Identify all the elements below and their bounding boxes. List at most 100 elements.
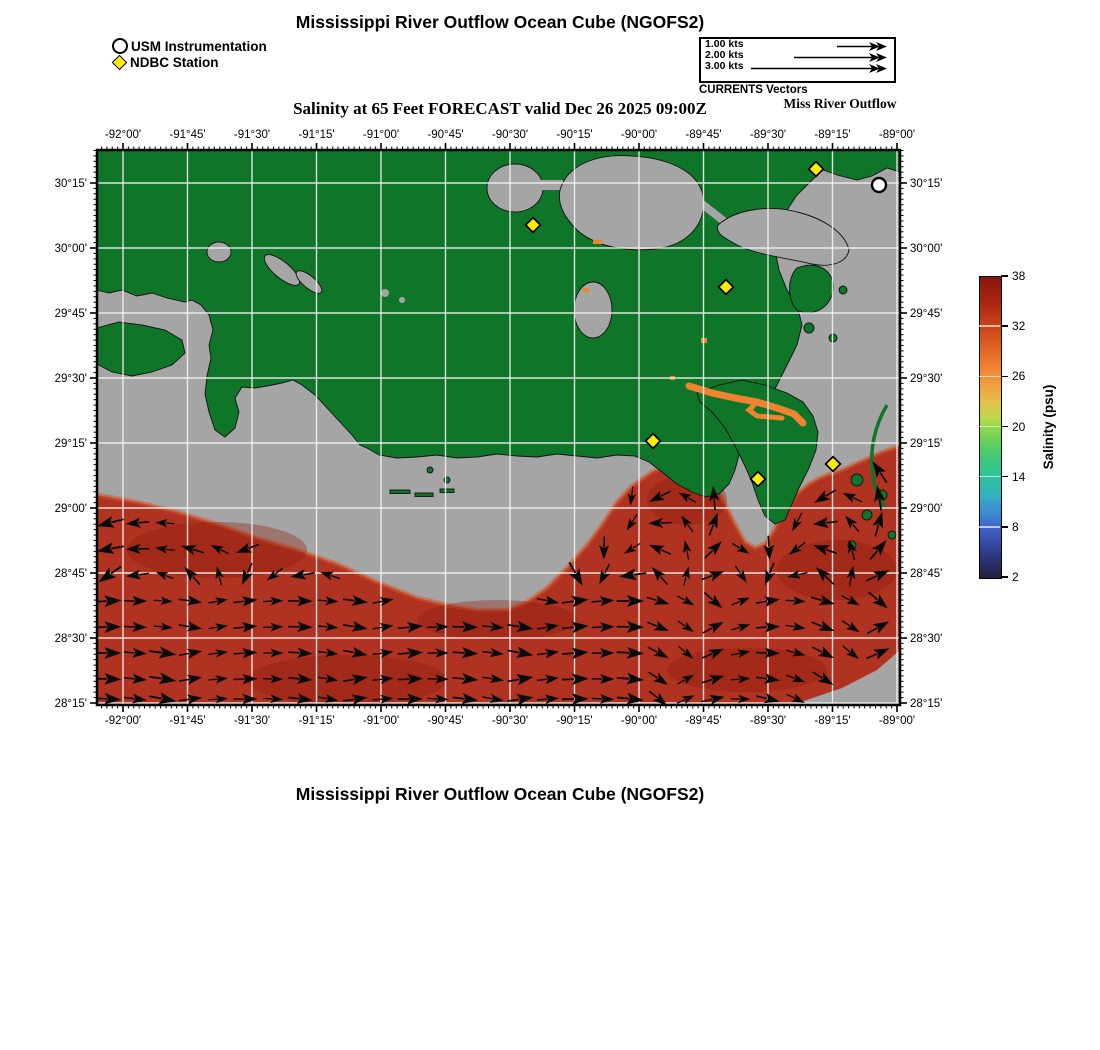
currents-scale-arrow — [837, 42, 887, 51]
current-vector-arrow — [507, 674, 534, 686]
marsh-islet — [803, 322, 815, 334]
current-vector-arrow — [649, 490, 671, 502]
current-vector-arrow — [427, 694, 449, 704]
current-vector-arrow — [866, 570, 890, 582]
current-vector-arrow — [233, 693, 258, 705]
current-vector-arrow — [678, 492, 697, 503]
current-vector-arrow — [317, 648, 339, 657]
y-tick-label: 30°00' — [55, 243, 87, 255]
land-layer — [97, 150, 900, 550]
pond — [381, 289, 389, 297]
x-tick-label: -90°45' — [427, 129, 463, 141]
salinity-texture — [417, 600, 577, 640]
current-vector-arrow — [785, 647, 806, 657]
barrier-island — [389, 489, 411, 494]
current-vector-arrow — [97, 542, 124, 555]
current-vector-arrow — [786, 693, 805, 703]
current-vector-arrow — [153, 596, 173, 605]
current-vector-arrow — [561, 647, 589, 660]
y-tick-label: 28°45' — [910, 568, 942, 580]
y-tick-label: 28°30' — [55, 633, 87, 645]
current-vector-arrow — [97, 692, 122, 705]
current-vectors-layer — [97, 461, 890, 705]
current-vector-arrow — [755, 621, 781, 633]
current-vector-arrow — [149, 646, 177, 659]
x-tick-label: -89°00' — [879, 715, 915, 727]
current-vector-arrow — [397, 693, 424, 705]
small-lake — [295, 270, 323, 294]
current-vector-arrow — [97, 621, 122, 633]
current-vector-arrow — [648, 690, 668, 705]
current-vector-arrow — [627, 486, 637, 506]
current-vector-arrow — [810, 594, 835, 606]
current-vector-arrow — [599, 536, 610, 560]
current-vector-arrow — [263, 694, 284, 704]
current-vector-arrow — [482, 673, 504, 684]
rigolets-channel — [694, 196, 728, 226]
current-vector-arrow — [561, 621, 589, 634]
y-tick-label: 30°15' — [55, 178, 87, 190]
current-vector-arrow — [616, 595, 645, 607]
colorbar-tick — [1001, 325, 1008, 327]
current-vector-arrow — [208, 695, 228, 704]
current-vector-arrow — [788, 541, 806, 555]
salinity-field — [97, 446, 900, 705]
x-tick-label: -89°00' — [879, 129, 915, 141]
current-vector-arrow — [755, 673, 780, 684]
current-vector-arrow — [155, 545, 175, 554]
y-tick-label: 29°00' — [55, 503, 87, 515]
legend-label-usm: USM Instrumentation — [131, 38, 267, 54]
current-vector-arrow — [846, 565, 856, 587]
current-vector-arrow — [848, 539, 857, 561]
colorbar-tick-label: 8 — [1012, 519, 1019, 534]
current-vector-arrow — [676, 595, 695, 606]
current-vector-arrow — [785, 673, 806, 683]
colorbar-separator — [979, 375, 1000, 378]
ndbc-station-marker — [524, 216, 542, 234]
legend-item-usm: USM Instrumentation — [112, 38, 267, 54]
current-vector-arrow — [707, 512, 718, 536]
current-vector-arrow — [372, 648, 394, 658]
current-vector-arrow — [343, 674, 368, 686]
colorbar-tick-label: 2 — [1012, 570, 1019, 584]
colorbar-title: Salinity (psu) — [1040, 384, 1056, 470]
current-vector-arrow — [648, 517, 672, 529]
current-vector-arrow — [702, 621, 724, 634]
current-vector-arrow — [814, 489, 837, 503]
current-vector-arrow — [646, 620, 669, 632]
mainland — [97, 150, 900, 498]
current-vector-arrow — [841, 595, 860, 606]
current-vector-arrow — [648, 671, 668, 685]
current-vector-arrow — [731, 542, 750, 554]
current-vector-arrow — [288, 673, 313, 684]
colorbar-tick-label: 38 — [1012, 269, 1026, 283]
map-frame — [95, 148, 902, 707]
current-vector-arrow — [178, 674, 203, 685]
current-vector-arrow — [184, 566, 201, 586]
current-vector-arrow — [869, 540, 887, 561]
x-tick-label: -91°45' — [169, 715, 205, 727]
current-vector-arrow — [97, 516, 124, 528]
current-vector-arrow — [616, 646, 644, 659]
current-vector-arrow — [676, 695, 695, 705]
colorbar-tick — [1001, 275, 1008, 277]
current-vector-arrow — [811, 646, 835, 659]
current-vector-arrow — [815, 567, 835, 585]
map-canvas: -92°00' -92°00' -91°45' -91°45' -91°30' -91°3… — [55, 129, 943, 727]
current-vector-arrow — [482, 693, 504, 704]
x-tick-label: -89°15' — [814, 715, 850, 727]
current-vector-arrow — [452, 621, 479, 633]
usm-station-marker — [870, 176, 888, 194]
current-vector-arrow — [703, 591, 723, 609]
current-vector-arrow — [734, 565, 747, 583]
current-vector-arrow — [155, 518, 175, 528]
usm-circle-icon — [112, 38, 128, 54]
current-vector-arrow — [626, 513, 638, 531]
current-vector-arrow — [841, 620, 860, 633]
current-vector-arrow — [427, 674, 449, 684]
colorbar-tick — [1001, 375, 1008, 378]
y-tick-label: 29°15' — [910, 438, 942, 450]
current-vector-arrow — [649, 544, 672, 556]
y-tick-label: 28°15' — [55, 698, 87, 710]
region-label: Miss River Outflow — [783, 96, 897, 111]
